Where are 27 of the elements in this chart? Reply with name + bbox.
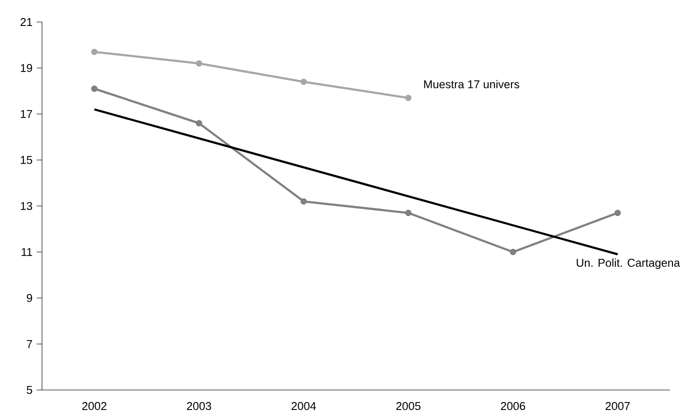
x-tick-label: 2002	[82, 402, 106, 410]
point	[196, 60, 202, 67]
point	[510, 248, 516, 256]
y-tick-label: 9	[26, 294, 32, 302]
point	[300, 198, 307, 205]
y-tick-label: 21	[20, 18, 32, 26]
x-tick-label: 2005	[396, 402, 420, 410]
y-tick-label: 5	[26, 386, 32, 394]
x-tick-label: 2003	[186, 402, 212, 410]
x-tick-label: 2007	[606, 402, 630, 410]
x-tick-label: 2006	[500, 402, 526, 410]
series-label: Muestra 17 univers	[424, 80, 520, 88]
point	[405, 94, 412, 102]
point	[405, 210, 412, 216]
y-tick-label: 19	[20, 64, 32, 72]
y-tick-label: 17	[20, 110, 32, 118]
point	[91, 48, 98, 56]
point	[196, 120, 202, 126]
point	[614, 210, 621, 216]
y-tick-label: 11	[22, 248, 32, 256]
point	[300, 78, 307, 85]
y-tick-label: 7	[26, 340, 32, 348]
x-tick-label: 2004	[292, 402, 316, 410]
y-tick-label: 13	[20, 202, 32, 210]
text: Un. Polit. Cartagena	[576, 258, 680, 270]
y-tick-label: 15	[20, 156, 32, 164]
point	[91, 85, 98, 92]
